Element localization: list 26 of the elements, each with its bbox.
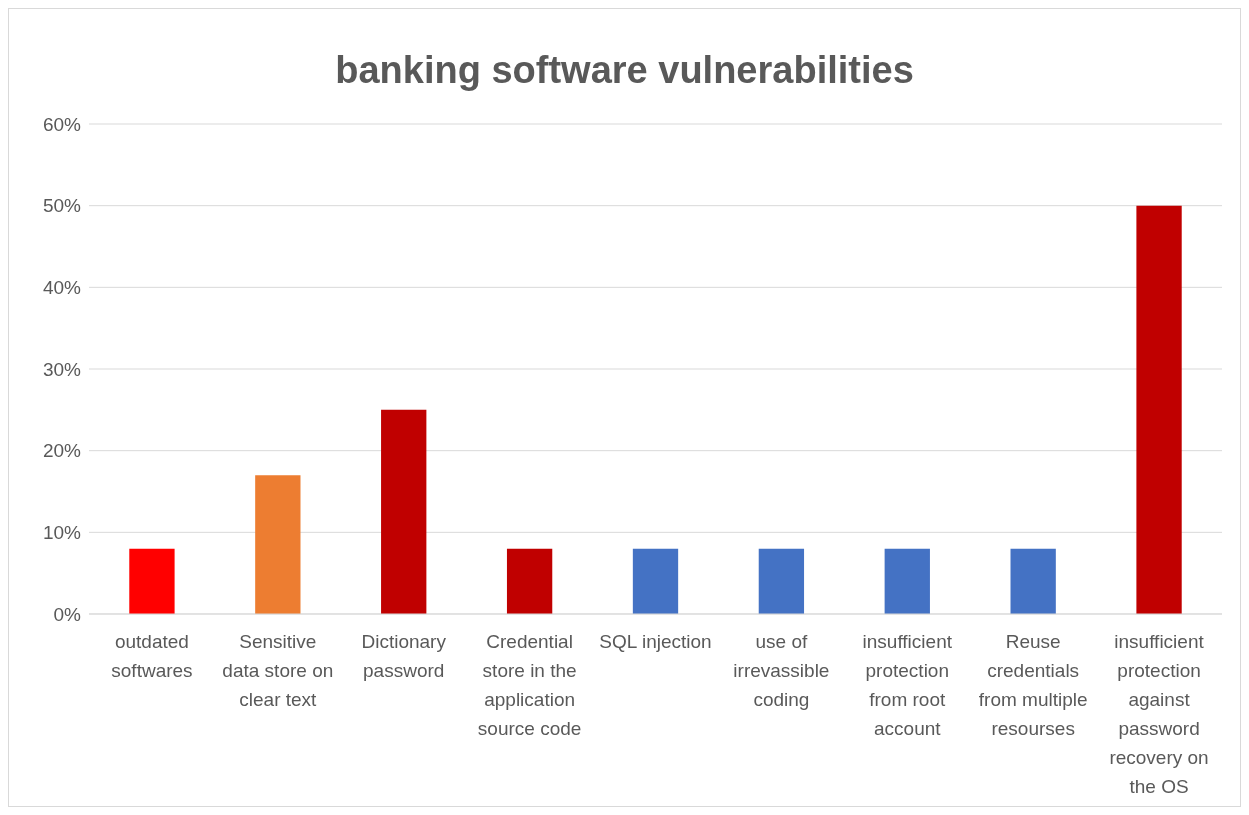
bar [381, 409, 427, 614]
bar [884, 548, 930, 614]
bar [632, 548, 679, 614]
x-tick-label: Sensitive data store on clear text [222, 631, 334, 710]
x-tick-label: insufficient protection from root account [862, 631, 953, 739]
chart-title: banking software vulnerabilities [334, 48, 915, 93]
x-tick-label: Dictionary password [361, 631, 447, 681]
bar [1136, 205, 1182, 614]
x-tick-label: outdated softwares [111, 631, 193, 681]
bar [506, 548, 553, 614]
y-tick-label: 20% [42, 440, 82, 462]
y-tick-label: 30% [42, 358, 82, 380]
bar [758, 548, 805, 614]
y-tick-label: 10% [42, 522, 82, 544]
x-tick-label: Reuse credentials from multiple resourses [978, 631, 1088, 739]
bar [1010, 548, 1056, 614]
y-tick-label: 50% [42, 195, 82, 217]
bar [129, 548, 175, 614]
y-tick-label: 40% [42, 277, 82, 299]
x-tick-label: SQL injection [599, 631, 712, 652]
x-tick-label: insufficient protection against password recovery on the OS [1109, 631, 1209, 797]
x-tick-label: Credential store in the application source code [477, 631, 582, 739]
bar [255, 475, 301, 614]
y-tick-label: 0% [53, 603, 82, 625]
y-tick-label: 60% [42, 113, 82, 135]
x-tick-label: use of irrevassible coding [733, 631, 830, 710]
